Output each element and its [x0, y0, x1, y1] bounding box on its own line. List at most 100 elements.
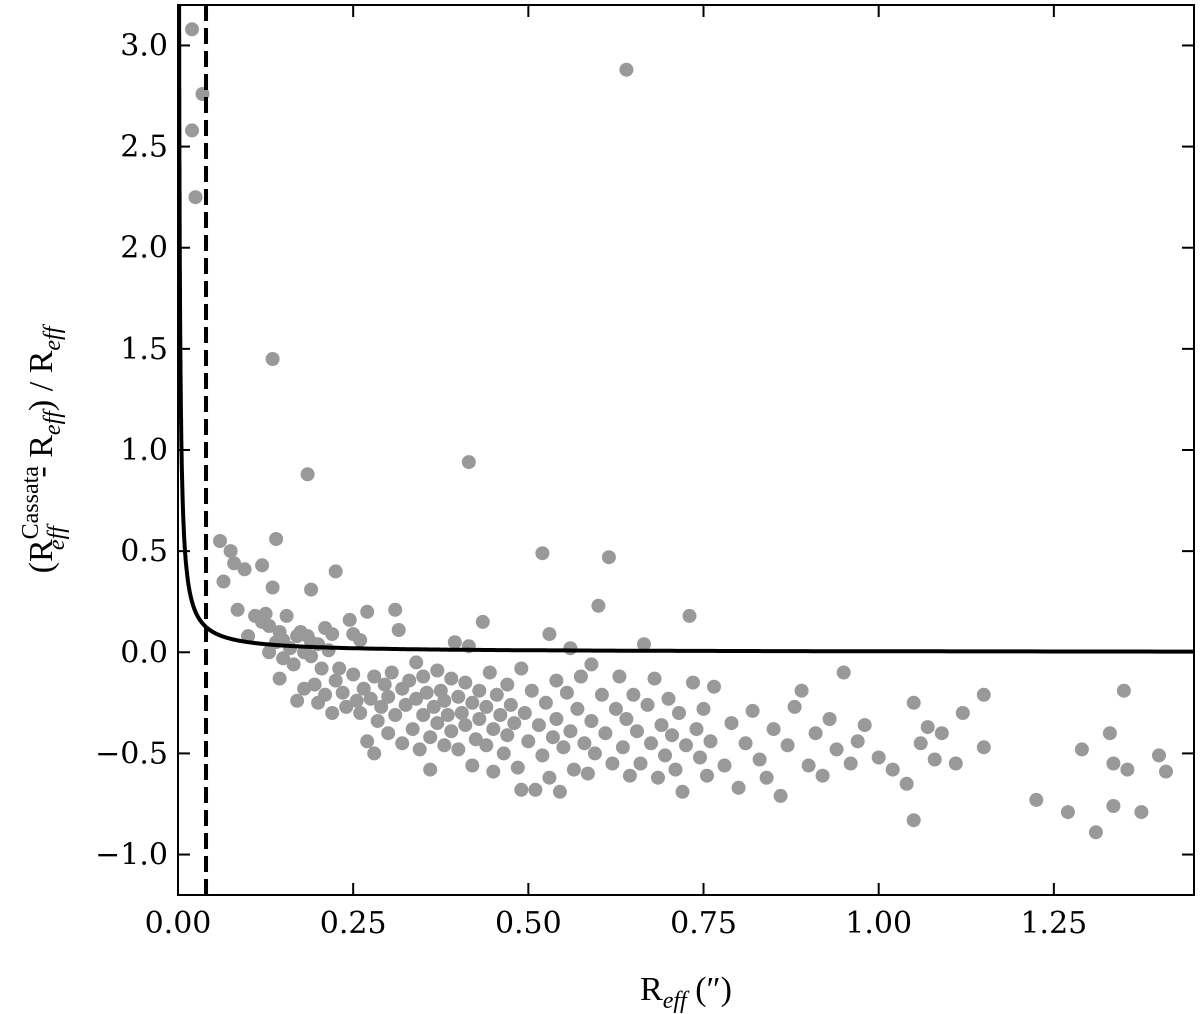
data-point — [976, 740, 991, 755]
data-point — [437, 738, 452, 753]
data-point — [489, 687, 504, 702]
data-point — [216, 574, 231, 589]
data-point — [356, 681, 371, 696]
data-point — [447, 635, 462, 650]
data-point — [787, 699, 802, 714]
data-point — [573, 669, 588, 684]
data-point — [521, 734, 536, 749]
data-point — [668, 762, 683, 777]
data-point — [780, 738, 795, 753]
data-point — [556, 740, 571, 755]
data-point — [451, 742, 466, 757]
data-point — [689, 722, 704, 737]
data-point — [458, 718, 473, 733]
data-point — [619, 62, 634, 77]
data-point — [717, 758, 732, 773]
y-tick-label: 2.0 — [120, 231, 168, 266]
plot-frame — [177, 4, 1195, 896]
data-point — [1159, 764, 1173, 779]
data-point — [325, 627, 340, 642]
data-point — [545, 730, 560, 745]
data-point — [535, 748, 550, 763]
data-point — [843, 756, 858, 771]
data-point — [465, 695, 480, 710]
data-point — [605, 756, 620, 771]
data-point — [759, 770, 774, 785]
data-point — [703, 734, 718, 749]
y-tick-label: 1.0 — [120, 433, 168, 468]
data-point — [262, 645, 277, 660]
y-tick-label: 2.5 — [120, 130, 168, 165]
data-point — [829, 742, 844, 757]
data-point — [388, 708, 403, 722]
data-point — [752, 752, 767, 767]
data-point — [675, 784, 690, 799]
data-point — [360, 734, 375, 749]
data-point — [444, 724, 459, 739]
data-point — [626, 687, 641, 702]
data-point — [857, 718, 872, 733]
data-point — [563, 641, 578, 656]
data-point — [395, 736, 410, 751]
data-point — [237, 562, 252, 577]
data-point — [801, 758, 816, 773]
data-point — [700, 768, 714, 783]
data-point — [223, 544, 238, 559]
data-point — [279, 608, 294, 623]
data-point — [416, 669, 431, 684]
data-point — [185, 22, 199, 37]
data-point — [920, 720, 935, 735]
data-point — [808, 726, 823, 741]
data-point — [640, 697, 655, 712]
data-point — [416, 708, 431, 722]
data-point — [468, 732, 483, 747]
data-point — [601, 550, 616, 565]
data-point — [542, 770, 557, 785]
data-point — [265, 580, 280, 595]
data-point — [454, 706, 469, 720]
data-point — [297, 681, 312, 696]
data-point — [479, 699, 494, 714]
data-point — [524, 683, 539, 698]
data-point — [384, 665, 399, 680]
data-point — [230, 602, 245, 617]
data-point — [584, 714, 599, 728]
data-point — [272, 671, 287, 686]
y-tick-label: −0.5 — [95, 736, 168, 771]
data-point — [430, 716, 445, 731]
data-point — [227, 556, 242, 571]
data-point — [265, 352, 280, 366]
data-point — [510, 760, 525, 775]
data-point — [339, 699, 354, 714]
data-point — [486, 722, 501, 737]
data-point — [262, 619, 277, 633]
data-point — [836, 665, 851, 680]
data-point — [535, 546, 550, 561]
y-axis-label: (RCassataeff - Reff) / Reff — [18, 323, 70, 573]
y-tick-label: 3.0 — [120, 28, 168, 63]
data-point — [325, 706, 340, 720]
data-point — [321, 643, 336, 658]
data-point — [465, 758, 480, 773]
data-point — [381, 689, 396, 704]
data-point — [696, 701, 711, 716]
data-point — [955, 706, 970, 720]
data-point — [566, 762, 581, 777]
data-point — [517, 706, 532, 720]
data-point — [493, 708, 508, 722]
data-point — [353, 706, 368, 720]
x-tick-label: 0.75 — [670, 906, 737, 941]
data-point — [514, 782, 529, 797]
data-point — [633, 756, 648, 771]
data-point — [591, 598, 606, 613]
data-point — [307, 677, 322, 692]
data-point — [300, 467, 315, 482]
data-point — [549, 712, 564, 726]
data-point — [1088, 825, 1103, 840]
data-point — [444, 671, 459, 686]
data-point — [731, 780, 746, 795]
data-point — [528, 782, 543, 797]
data-point — [419, 685, 434, 700]
y-tick-label: 0.5 — [120, 534, 168, 569]
